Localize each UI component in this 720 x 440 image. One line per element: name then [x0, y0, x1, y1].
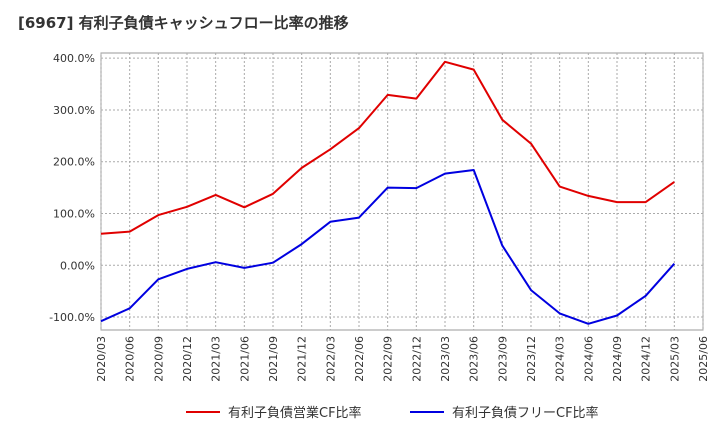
x-tick-label: 2021/03 [210, 336, 223, 382]
x-tick-label: 2024/03 [554, 336, 567, 382]
x-tick-label: 2024/12 [640, 336, 653, 382]
y-tick-label: 100.0% [53, 208, 95, 221]
y-tick-label: 300.0% [53, 104, 95, 117]
x-tick-label: 2023/06 [468, 336, 481, 382]
legend-label: 有利子負債営業CF比率 [228, 405, 362, 421]
y-tick-label: 200.0% [53, 156, 95, 169]
x-tick-label: 2024/06 [582, 336, 595, 382]
series-line-free-cf [100, 169, 676, 325]
legend-label: 有利子負債フリーCF比率 [452, 405, 599, 421]
x-tick-label: 2020/12 [181, 336, 194, 382]
x-tick-label: 2023/12 [525, 336, 538, 382]
x-tick-label: 2023/09 [496, 336, 509, 382]
y-tick-label: 400.0% [53, 52, 95, 65]
legend-item-free-cf: 有利子負債フリーCF比率 [410, 405, 599, 421]
x-tick-label: 2020/03 [95, 336, 108, 382]
axis-layer: 2020/03 2020/06 2020/09 2020/12 2021/03 2021/… [49, 52, 710, 382]
x-tick-label: 2021/09 [267, 336, 280, 382]
y-tick-label: 0.00% [60, 259, 95, 272]
x-tick-label: 2022/12 [410, 336, 423, 382]
grid-layer [100, 53, 704, 330]
x-tick-label: 2021/06 [238, 336, 251, 382]
x-tick-label: 2022/03 [324, 336, 337, 382]
x-tick-label: 2025/03 [668, 336, 681, 382]
series-layer [100, 60, 676, 325]
x-tick-label: 2022/09 [382, 336, 395, 382]
x-tick-label: 2023/03 [439, 336, 452, 382]
x-tick-label: 2020/09 [152, 336, 165, 382]
y-tick-label: -100.0% [49, 311, 95, 324]
x-tick-label: 2020/06 [124, 336, 137, 382]
plot-area [100, 52, 704, 331]
legend-item-operating-cf: 有利子負債営業CF比率 [186, 405, 362, 421]
x-tick-label: 2022/06 [353, 336, 366, 382]
chart-title: [6967] 有利子負債キャッシュフロー比率の推移 [18, 14, 349, 32]
x-tick-label: 2021/12 [296, 336, 309, 382]
x-tick-label: 2024/09 [611, 336, 624, 382]
legend: 有利子負債営業CF比率 有利子負債フリーCF比率 [186, 405, 599, 421]
series-line-operating-cf [100, 60, 675, 235]
x-tick-label: 2025/06 [697, 336, 710, 382]
